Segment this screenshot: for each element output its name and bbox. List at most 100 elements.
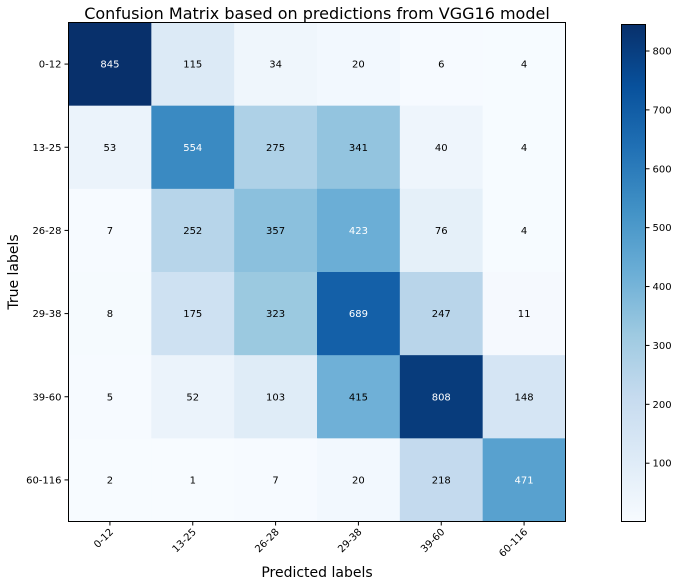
plot-frame [68, 22, 566, 522]
y-tick-label: 29-38 [32, 309, 61, 320]
x-tick-label: 60-116 [497, 527, 530, 560]
heatmap-cell [151, 438, 235, 522]
heatmap-cell [234, 355, 318, 439]
heatmap-cell [482, 438, 566, 522]
cell-value-label: 247 [432, 309, 451, 320]
cell-value-label: 275 [266, 143, 285, 154]
cell-value-label: 4 [521, 60, 527, 71]
heatmap-cell [399, 272, 484, 356]
heatmap-cell [68, 22, 152, 107]
cell-value-label: 52 [186, 392, 199, 403]
cell-value-label: 357 [266, 226, 285, 237]
x-tick-label: 29-38 [336, 527, 364, 555]
heatmap-cell [68, 272, 152, 356]
cell-value-label: 341 [349, 143, 368, 154]
chart-title: Confusion Matrix based on predictions fr… [84, 4, 550, 23]
x-axis-ticks: 0-12 13-25 26-28 29-38 39-60 60-116 [92, 521, 530, 560]
heatmap-cell [317, 188, 401, 273]
colorbar-tick-label: 600 [653, 164, 672, 175]
cell-value-label: 175 [183, 309, 202, 320]
cell-value-label: 7 [107, 226, 113, 237]
cell-value-label: 4 [521, 226, 527, 237]
cell-value-label: 40 [435, 143, 448, 154]
heatmap-cell [317, 22, 401, 107]
heatmap-cell [482, 355, 566, 439]
cell-value-label: 218 [432, 475, 451, 486]
y-tick-label: 39-60 [32, 392, 61, 403]
cell-value-label: 415 [349, 392, 368, 403]
y-axis-ticks: 0-12 13-25 26-28 29-38 39-60 60-116 [26, 60, 69, 486]
colorbar-tick-label: 100 [653, 459, 672, 470]
cell-value-label: 689 [349, 309, 368, 320]
cell-value-label: 34 [269, 60, 282, 71]
cell-value-label: 148 [515, 392, 534, 403]
heatmap-cell [317, 438, 401, 522]
colorbar-gradient [621, 24, 646, 522]
cell-value-label: 76 [435, 226, 448, 237]
heatmap-cells [68, 22, 566, 522]
colorbar-tick-label: 800 [653, 46, 672, 57]
x-tick-label: 0-12 [92, 527, 116, 551]
y-tick-label: 60-116 [26, 475, 61, 486]
colorbar: 100 200 300 400 500 600 700 800 [621, 24, 672, 522]
cell-value-label: 808 [432, 392, 451, 403]
cell-value-label: 1 [190, 475, 196, 486]
x-tick-label: 13-25 [171, 527, 199, 555]
heatmap-cell [317, 105, 401, 190]
heatmap-cell [482, 105, 566, 190]
cell-value-label: 8 [107, 309, 113, 320]
cell-value-label: 423 [349, 226, 368, 237]
x-tick-label: 39-60 [419, 527, 447, 555]
heatmap-cell [482, 272, 566, 356]
heatmap-cell [68, 438, 152, 522]
heatmap-cell [151, 272, 235, 356]
heatmap-cell [399, 22, 484, 107]
heatmap-cell [151, 105, 235, 190]
cell-value-label: 6 [438, 60, 444, 71]
heatmap-cell [68, 105, 152, 190]
heatmap-cell [399, 188, 484, 273]
cell-value-label: 252 [183, 226, 202, 237]
heatmap-cell [234, 188, 318, 273]
y-axis-label: True labels [6, 234, 22, 310]
cell-value-label: 11 [518, 309, 531, 320]
cell-value-label: 4 [521, 143, 527, 154]
heatmap-cell [317, 272, 401, 356]
x-tick-label: 26-28 [253, 527, 281, 555]
y-tick-label: 0-12 [39, 60, 62, 71]
cell-value-label: 7 [272, 475, 278, 486]
heatmap-cell [234, 105, 318, 190]
cell-value-label: 20 [352, 60, 365, 71]
heatmap-cell [151, 355, 235, 439]
cell-value-label: 2 [107, 475, 113, 486]
cell-value-label: 323 [266, 309, 285, 320]
heatmap-cell [399, 105, 484, 190]
heatmap-cell [317, 355, 401, 439]
heatmap-cell [68, 188, 152, 273]
colorbar-ticks: 100 200 300 400 500 600 700 800 [645, 46, 672, 470]
heatmap-cell [68, 355, 152, 439]
cell-value-label: 103 [266, 392, 285, 403]
heatmap-cell [482, 22, 566, 107]
cell-value-label: 5 [107, 392, 113, 403]
heatmap-cell [482, 188, 566, 273]
colorbar-tick-label: 200 [653, 400, 672, 411]
heatmap-cell [234, 22, 318, 107]
heatmap-cell [151, 188, 235, 273]
heatmap-cell [234, 272, 318, 356]
colorbar-tick-label: 300 [653, 341, 672, 352]
cell-value-label: 20 [352, 475, 365, 486]
y-tick-label: 13-25 [32, 143, 61, 154]
cell-value-label: 115 [183, 60, 202, 71]
colorbar-tick-label: 700 [653, 105, 672, 116]
colorbar-tick-label: 400 [653, 282, 672, 293]
cell-value-label: 845 [100, 60, 119, 71]
heatmap-cell [234, 438, 318, 522]
cell-value-labels: 845 115 34 20 6 453 554 275 341 40 47 252 357 423 76 48… [100, 60, 533, 487]
y-tick-label: 26-28 [32, 226, 61, 237]
colorbar-tick-label: 500 [653, 223, 672, 234]
heatmap-cell [399, 438, 484, 522]
heatmap-cell [151, 22, 235, 107]
x-axis-label: Predicted labels [261, 565, 372, 581]
cell-value-label: 554 [183, 143, 202, 154]
